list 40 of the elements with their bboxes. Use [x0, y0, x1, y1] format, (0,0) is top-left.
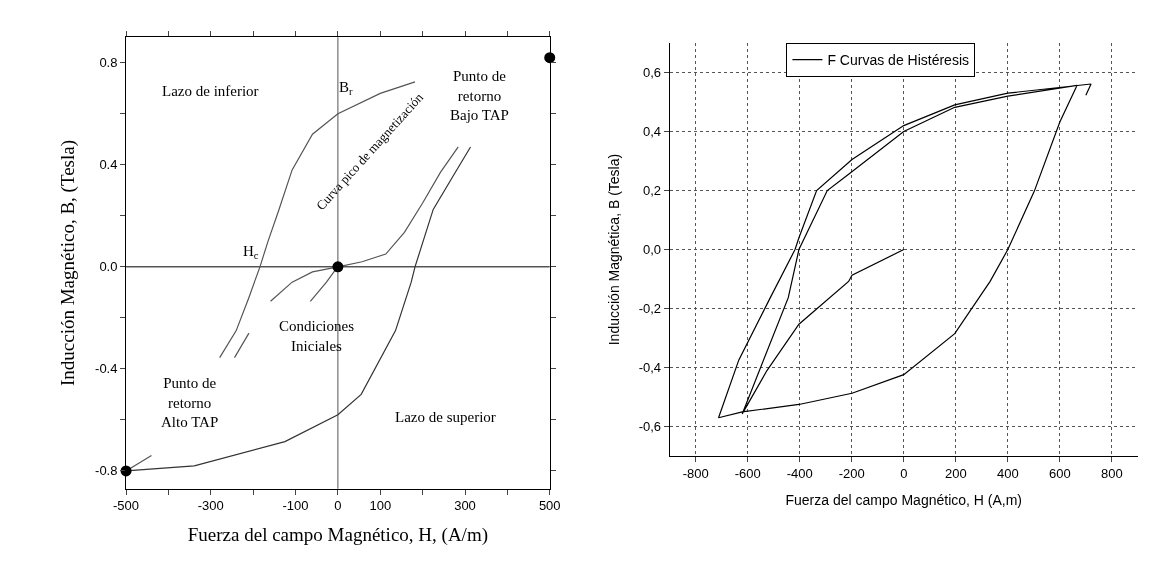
x-tick-label: -500 [113, 498, 140, 514]
x-tick-label: -400 [786, 465, 813, 481]
y-tick-label: -0.4 [95, 361, 118, 377]
y-tick-label: 0.8 [99, 55, 118, 71]
x-tick-label: -200 [838, 465, 865, 481]
y-tick-label: 0,2 [642, 183, 662, 199]
y-tick-label: 0,0 [642, 242, 662, 258]
y-axis-title: Inducción Magnético, B, (Tesla) [56, 139, 79, 387]
x-tick-label: -600 [734, 465, 761, 481]
x-tick-label: 800 [1101, 465, 1123, 481]
y-tick-label: 0,4 [642, 124, 662, 140]
x-tick-label: 600 [1048, 465, 1071, 481]
y-tick-label: -0.8 [95, 463, 118, 479]
x-tick-label: -100 [282, 498, 309, 514]
x-tick-label: 200 [944, 465, 967, 481]
y-tick-label: -0,6 [638, 419, 662, 435]
annotation: Condiciones Iniciales [279, 318, 355, 354]
y-tick-label: -0,2 [638, 301, 662, 317]
annotation: Punto de retorno Bajo TAP [450, 68, 509, 123]
y-tick-label: 0.0 [99, 259, 118, 275]
legend-label: F Curvas de Histéresis [827, 52, 970, 69]
annotation: Punto de retorno Alto TAP [161, 375, 219, 430]
y-tick-label: 0,6 [642, 65, 662, 81]
annotation: Lazo de superior [395, 409, 496, 425]
x-tick-label: 400 [996, 465, 1019, 481]
annotation: H$_{c}$ [243, 243, 259, 262]
x-axis-title: Fuerza del campo Magnético, H, (A/m) [187, 524, 489, 547]
annotation: B$_{r}$ [339, 79, 354, 98]
x-tick-label: 0 [900, 465, 908, 481]
x-axis-title: Fuerza del campo Magnético, H (A,m) [785, 492, 1023, 509]
annotation: Lazo de inferior [162, 83, 259, 99]
x-tick-label: -300 [197, 498, 224, 514]
y-axis-title: Inducción Magnética, B (Tesla) [606, 153, 623, 346]
x-tick-label: -800 [682, 465, 709, 481]
x-tick-label: 300 [454, 498, 476, 514]
x-tick-label: 0 [334, 498, 342, 514]
y-tick-label: 0.4 [99, 157, 118, 173]
x-tick-label: 500 [538, 498, 561, 514]
x-tick-label: 100 [369, 498, 392, 514]
y-tick-label: -0,4 [638, 360, 662, 376]
